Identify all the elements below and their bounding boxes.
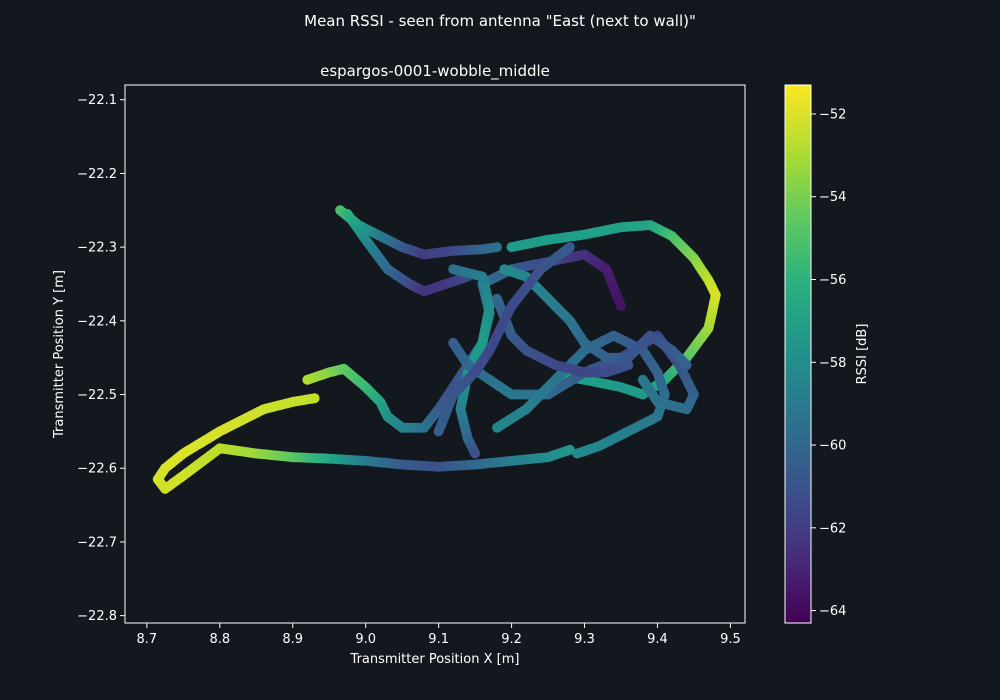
y-tick-label: −22.8 [77,609,117,624]
y-tick-label: −22.7 [77,535,117,550]
colorbar-tick-label: −58 [819,356,846,371]
y-tick-label: −22.1 [77,93,117,108]
x-tick-label: 8.7 [137,632,158,647]
x-tick-label: 8.9 [282,632,303,647]
colorbar-tick-label: −62 [819,521,846,536]
colorbar [784,84,812,624]
colorbar-tick-label: −64 [819,604,846,619]
x-tick-label: 9.3 [574,632,595,647]
x-tick-label: 8.8 [209,632,230,647]
colorbar-tick-label: −54 [819,190,846,205]
x-tick-label: 9.0 [355,632,376,647]
y-tick-label: −22.5 [77,388,117,403]
y-tick-label: −22.4 [77,314,117,329]
colorbar-tick-label: −60 [819,439,846,454]
scatter-points [152,205,721,494]
x-tick-label: 9.2 [501,632,522,647]
scatter-point [623,360,634,371]
scatter-point [572,448,583,459]
colorbar-axis: −52 −54 −56 −58 −60 −62 −64 [811,107,846,619]
scatter-point [637,374,648,385]
x-axis: 8.7 8.8 8.9 9.0 9.1 9.2 9.3 9.4 9.5 [137,623,741,647]
x-tick-label: 9.4 [647,632,668,647]
chart-title: espargos-0001-wobble_middle [320,62,550,81]
scatter-point [492,242,502,253]
scatter-point [470,448,481,459]
y-axis-label: Transmitter Position Y [m] [52,270,67,439]
y-axis: −22.1 −22.2 −22.3 −22.4 −22.5 −22.6 −22.7 −22.8 [77,93,125,624]
x-tick-label: 9.5 [720,632,741,647]
y-tick-label: −22.2 [77,167,117,182]
scatter-point [681,360,692,371]
colorbar-label: RSSI [dB] [855,324,870,385]
y-tick-label: −22.6 [77,462,117,477]
x-tick-label: 9.1 [428,632,449,647]
scatter-point [564,242,575,253]
plot-area [124,84,746,624]
y-tick-label: −22.3 [77,241,117,256]
scatter-point [616,301,626,312]
figure-suptitle: Mean RSSI - seen from antenna "East (nex… [304,12,696,30]
x-axis-label: Transmitter Position X [m] [350,652,520,667]
colorbar-tick-label: −52 [819,107,846,122]
colorbar-tick-label: −56 [819,273,846,288]
